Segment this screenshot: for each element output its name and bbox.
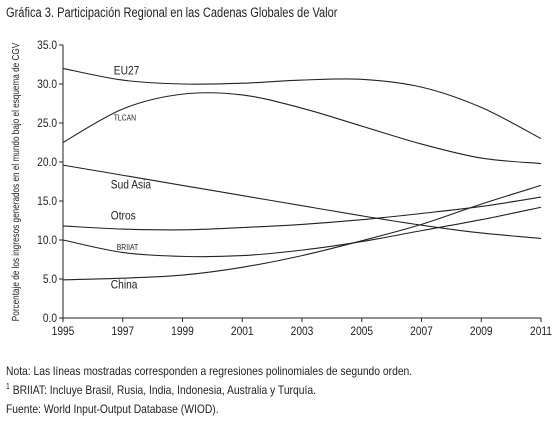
- note-source: Fuente: World Input-Output Database (WIO…: [6, 402, 219, 416]
- x-tick-label: 2003: [291, 325, 314, 338]
- series-line-eu27: [62, 67, 542, 140]
- series-line-china: [62, 184, 542, 281]
- y-tick-label: 30.0: [37, 78, 57, 91]
- chart-notes: Nota: Las líneas mostradas corresponden …: [6, 362, 412, 419]
- y-tick-label: 35.0: [37, 39, 57, 52]
- footnote-marker: 1: [6, 382, 10, 391]
- x-tick-label: 2001: [231, 325, 254, 338]
- series-labels: EU27 TLCAN Sud Asia Otros BRIIAT China: [111, 65, 152, 292]
- y-tick-label: 0.0: [43, 312, 57, 325]
- series-label-china: China: [111, 279, 138, 292]
- y-tick-label: 15.0: [37, 195, 57, 208]
- series-line-otros: [62, 196, 542, 231]
- series-label-sud-asia: Sud Asia: [111, 179, 152, 192]
- series-label-briiat: BRIIAT: [117, 243, 139, 253]
- y-tick-label: 5.0: [43, 273, 57, 286]
- series-line-sud-asia: [62, 164, 542, 239]
- note-briiat-text: BRIIAT: Incluye Brasil, Rusia, India, In…: [9, 383, 316, 397]
- x-tick-label: 1997: [111, 325, 134, 338]
- y-tick-label: 10.0: [37, 234, 57, 247]
- x-tick-label: 1995: [52, 325, 75, 338]
- note-regression: Nota: Las líneas mostradas corresponden …: [6, 364, 413, 378]
- x-tick-label: 2011: [530, 325, 552, 338]
- x-tick-label: 2005: [350, 325, 373, 338]
- y-tick-label: 25.0: [37, 117, 57, 130]
- x-tick-label: 2009: [470, 325, 493, 338]
- series-line-briiat: [62, 206, 542, 258]
- axes: 0.0 5.0 10.0 15.0 20.0 25.0 30.0 35.0 1995 1997 19…: [37, 39, 552, 338]
- line-chart: 0.0 5.0 10.0 15.0 20.0 25.0 30.0 35.0 1995 1997 19…: [10, 39, 552, 338]
- series-label-otros: Otros: [111, 210, 136, 223]
- series-layer: [62, 67, 542, 281]
- y-tick-label: 20.0: [37, 156, 57, 169]
- y-axis-label: Porcentaje de los ingresos generados en …: [10, 42, 21, 321]
- series-line-tlcan: [62, 92, 542, 165]
- x-tick-label: 2007: [410, 325, 433, 338]
- chart-title: Gráfica 3. Participación Regional en las…: [6, 5, 338, 20]
- x-tick-label: 1999: [171, 325, 194, 338]
- series-label-tlcan: TLCAN: [114, 113, 136, 123]
- series-label-eu27: EU27: [114, 65, 140, 78]
- note-briiat: 1 BRIIAT: Incluye Brasil, Rusia, India, …: [6, 381, 412, 400]
